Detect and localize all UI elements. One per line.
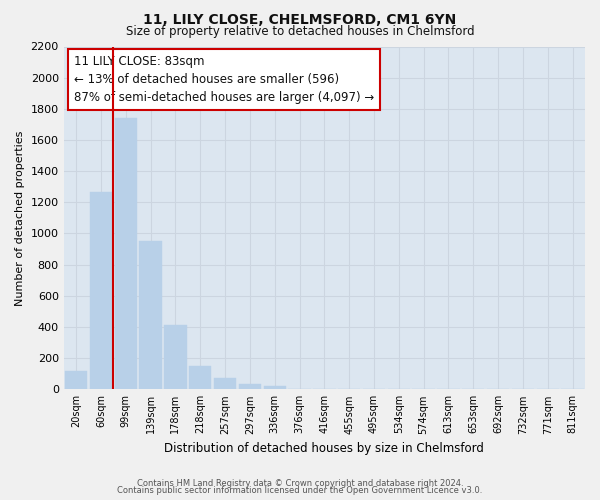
Bar	[214, 378, 236, 390]
Bar	[239, 384, 261, 390]
Y-axis label: Number of detached properties: Number of detached properties	[15, 130, 25, 306]
Text: Size of property relative to detached houses in Chelmsford: Size of property relative to detached ho…	[125, 25, 475, 38]
Bar	[189, 366, 211, 390]
Text: Contains HM Land Registry data © Crown copyright and database right 2024.: Contains HM Land Registry data © Crown c…	[137, 478, 463, 488]
Bar	[263, 386, 286, 390]
Bar	[115, 118, 137, 390]
X-axis label: Distribution of detached houses by size in Chelmsford: Distribution of detached houses by size …	[164, 442, 484, 455]
Bar	[139, 242, 162, 390]
Text: 11 LILY CLOSE: 83sqm
← 13% of detached houses are smaller (596)
87% of semi-deta: 11 LILY CLOSE: 83sqm ← 13% of detached h…	[74, 55, 374, 104]
Bar	[65, 370, 87, 390]
Text: 11, LILY CLOSE, CHELMSFORD, CM1 6YN: 11, LILY CLOSE, CHELMSFORD, CM1 6YN	[143, 12, 457, 26]
Text: Contains public sector information licensed under the Open Government Licence v3: Contains public sector information licen…	[118, 486, 482, 495]
Bar	[164, 324, 187, 390]
Bar	[90, 192, 112, 390]
